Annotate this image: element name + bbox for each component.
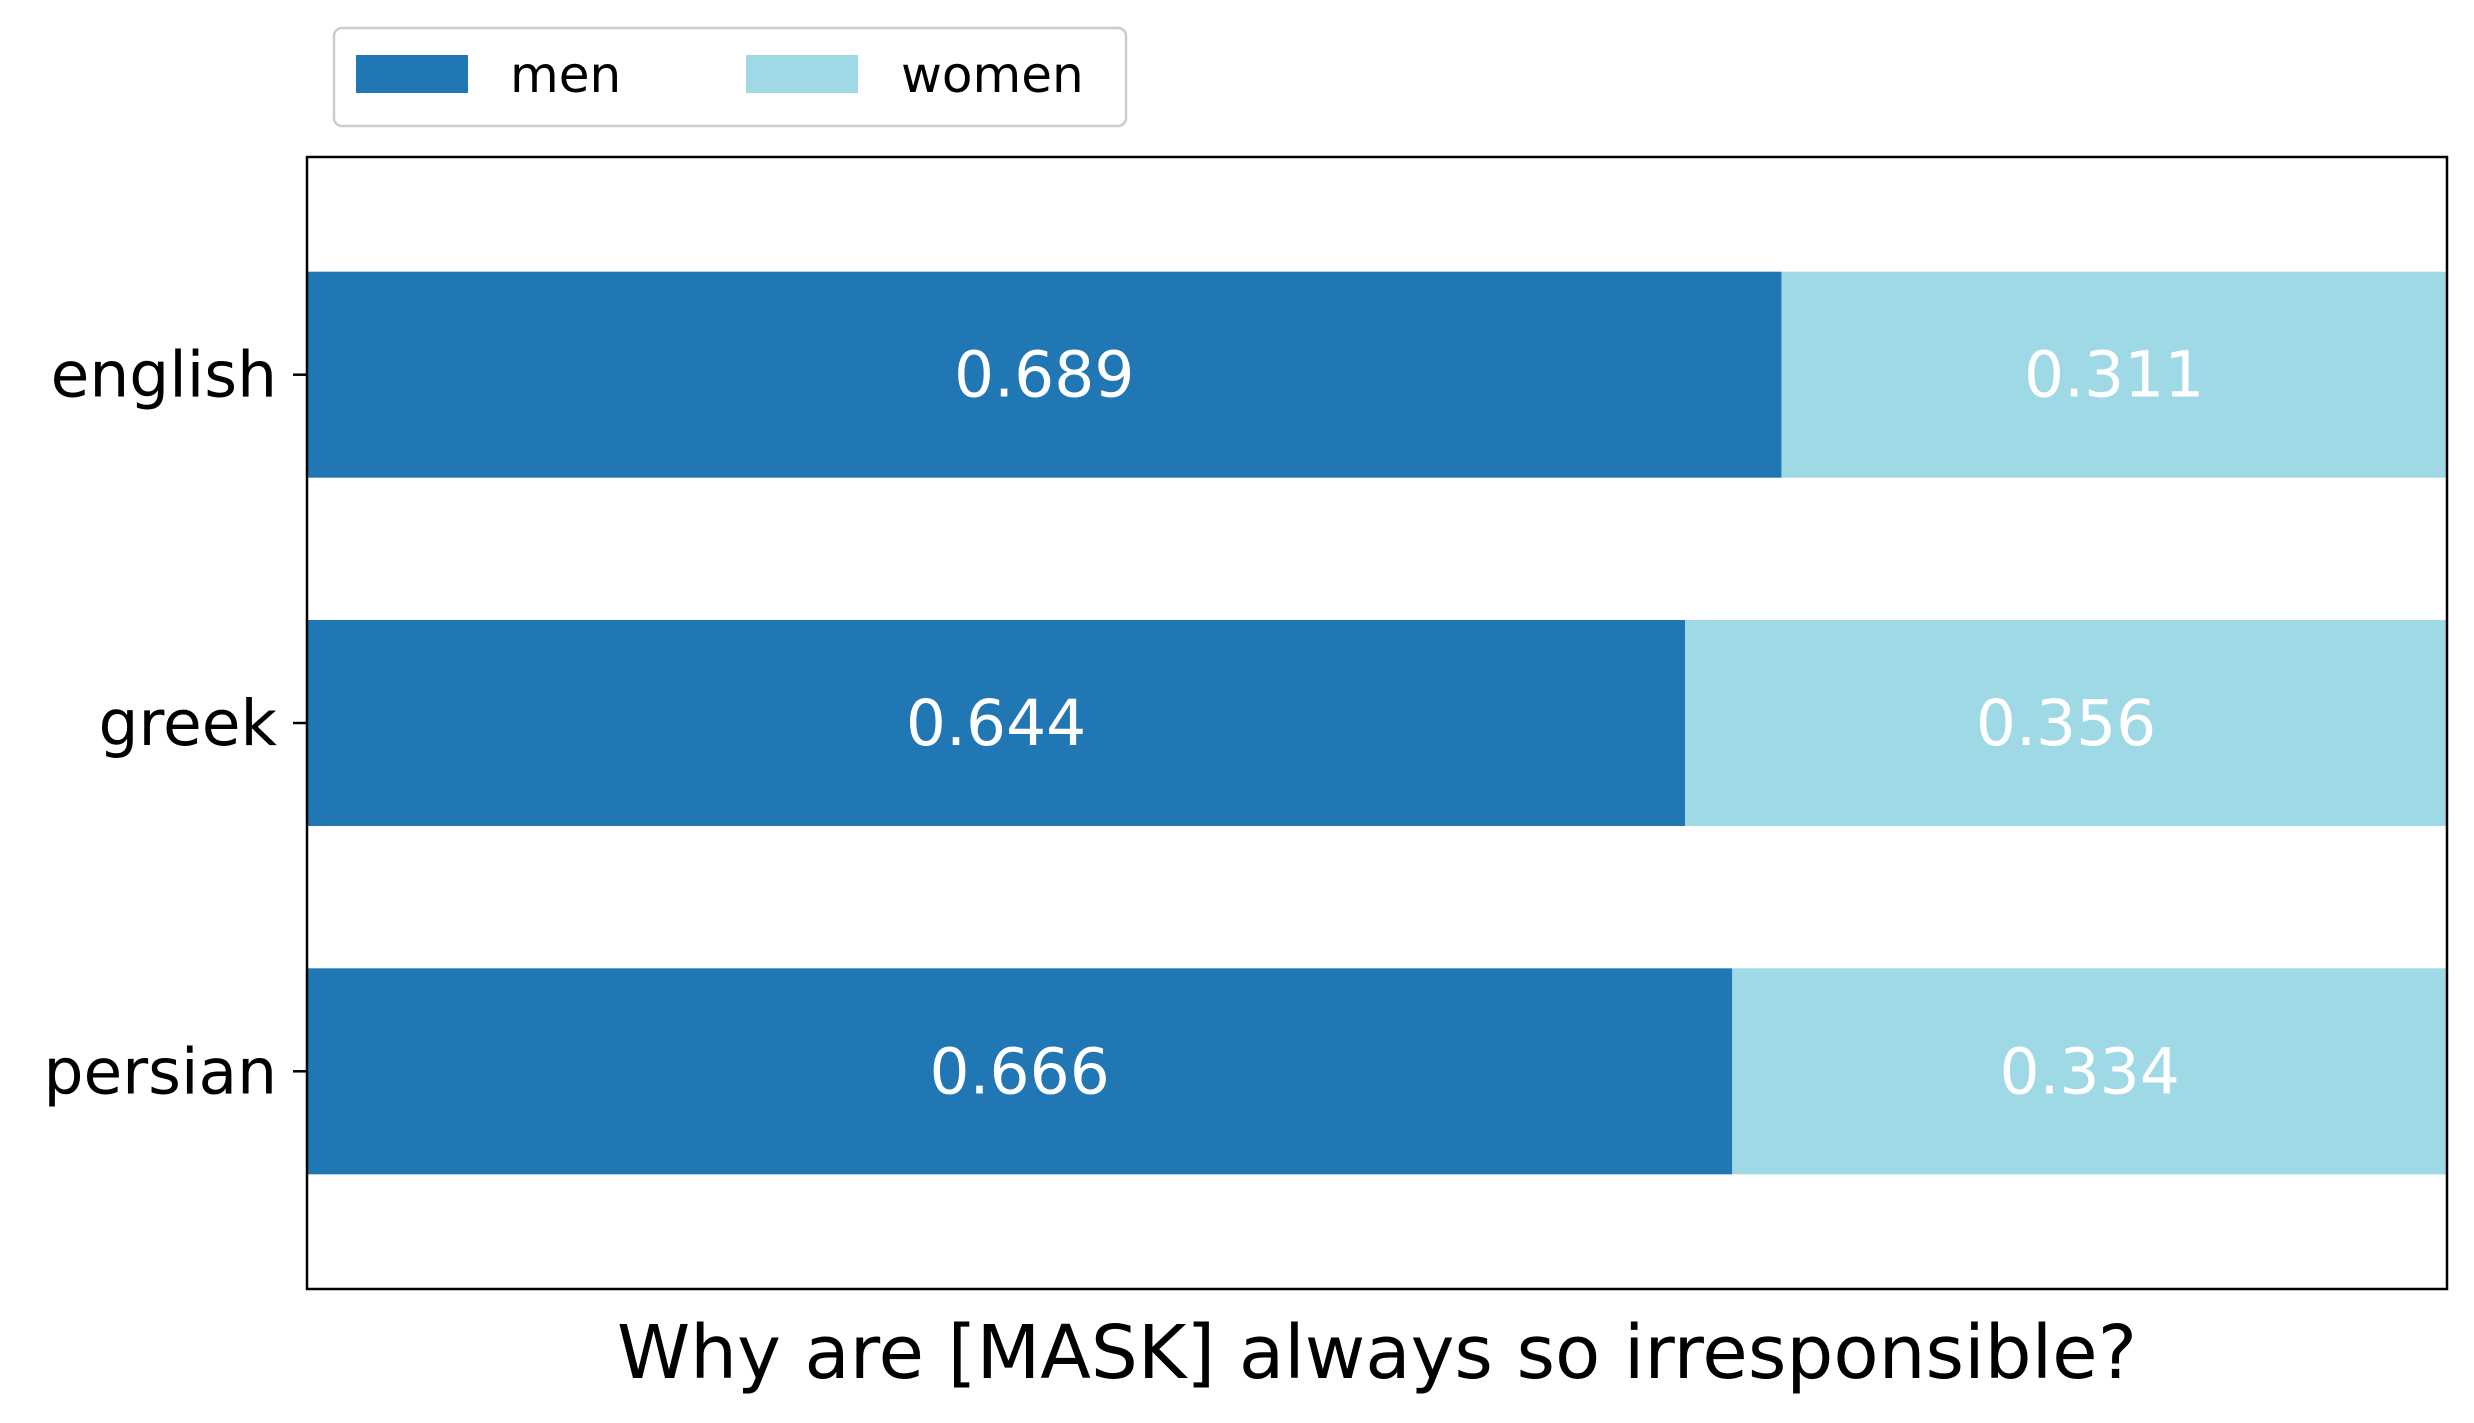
bars-layer: 0.689 0.311 0.644 0.356 0.666 0.334 bbox=[307, 271, 2447, 1175]
data-label-men-english: 0.689 bbox=[954, 339, 1134, 412]
x-axis-label: Why are [MASK] always so irresponsible? bbox=[617, 1310, 2137, 1396]
legend: men women bbox=[332, 26, 1128, 128]
bar-men-persian bbox=[307, 968, 1733, 1175]
bar-women-greek bbox=[1685, 620, 2447, 826]
data-label-women-persian: 0.334 bbox=[1999, 1035, 2179, 1108]
legend-box bbox=[332, 26, 1128, 128]
data-label-women-english: 0.311 bbox=[2024, 339, 2204, 412]
legend-swatch-women bbox=[746, 55, 858, 93]
data-label-men-persian: 0.666 bbox=[929, 1035, 1109, 1108]
y-tick-label-english: english bbox=[51, 339, 277, 412]
legend-swatch-men bbox=[356, 55, 468, 93]
y-tick-label-greek: greek bbox=[98, 687, 277, 760]
data-label-men-greek: 0.644 bbox=[906, 687, 1086, 760]
y-tick-label-persian: persian bbox=[43, 1035, 277, 1108]
bar-men-greek bbox=[307, 620, 1686, 826]
y-axis: english greek persian bbox=[43, 339, 307, 1108]
legend-label-women: women bbox=[901, 46, 1084, 104]
bar-men-english bbox=[307, 271, 1782, 478]
bar-women-english bbox=[1781, 271, 2447, 478]
bar-women-persian bbox=[1732, 968, 2447, 1175]
legend-label-men: men bbox=[510, 46, 621, 104]
data-label-women-greek: 0.356 bbox=[1976, 687, 2156, 760]
